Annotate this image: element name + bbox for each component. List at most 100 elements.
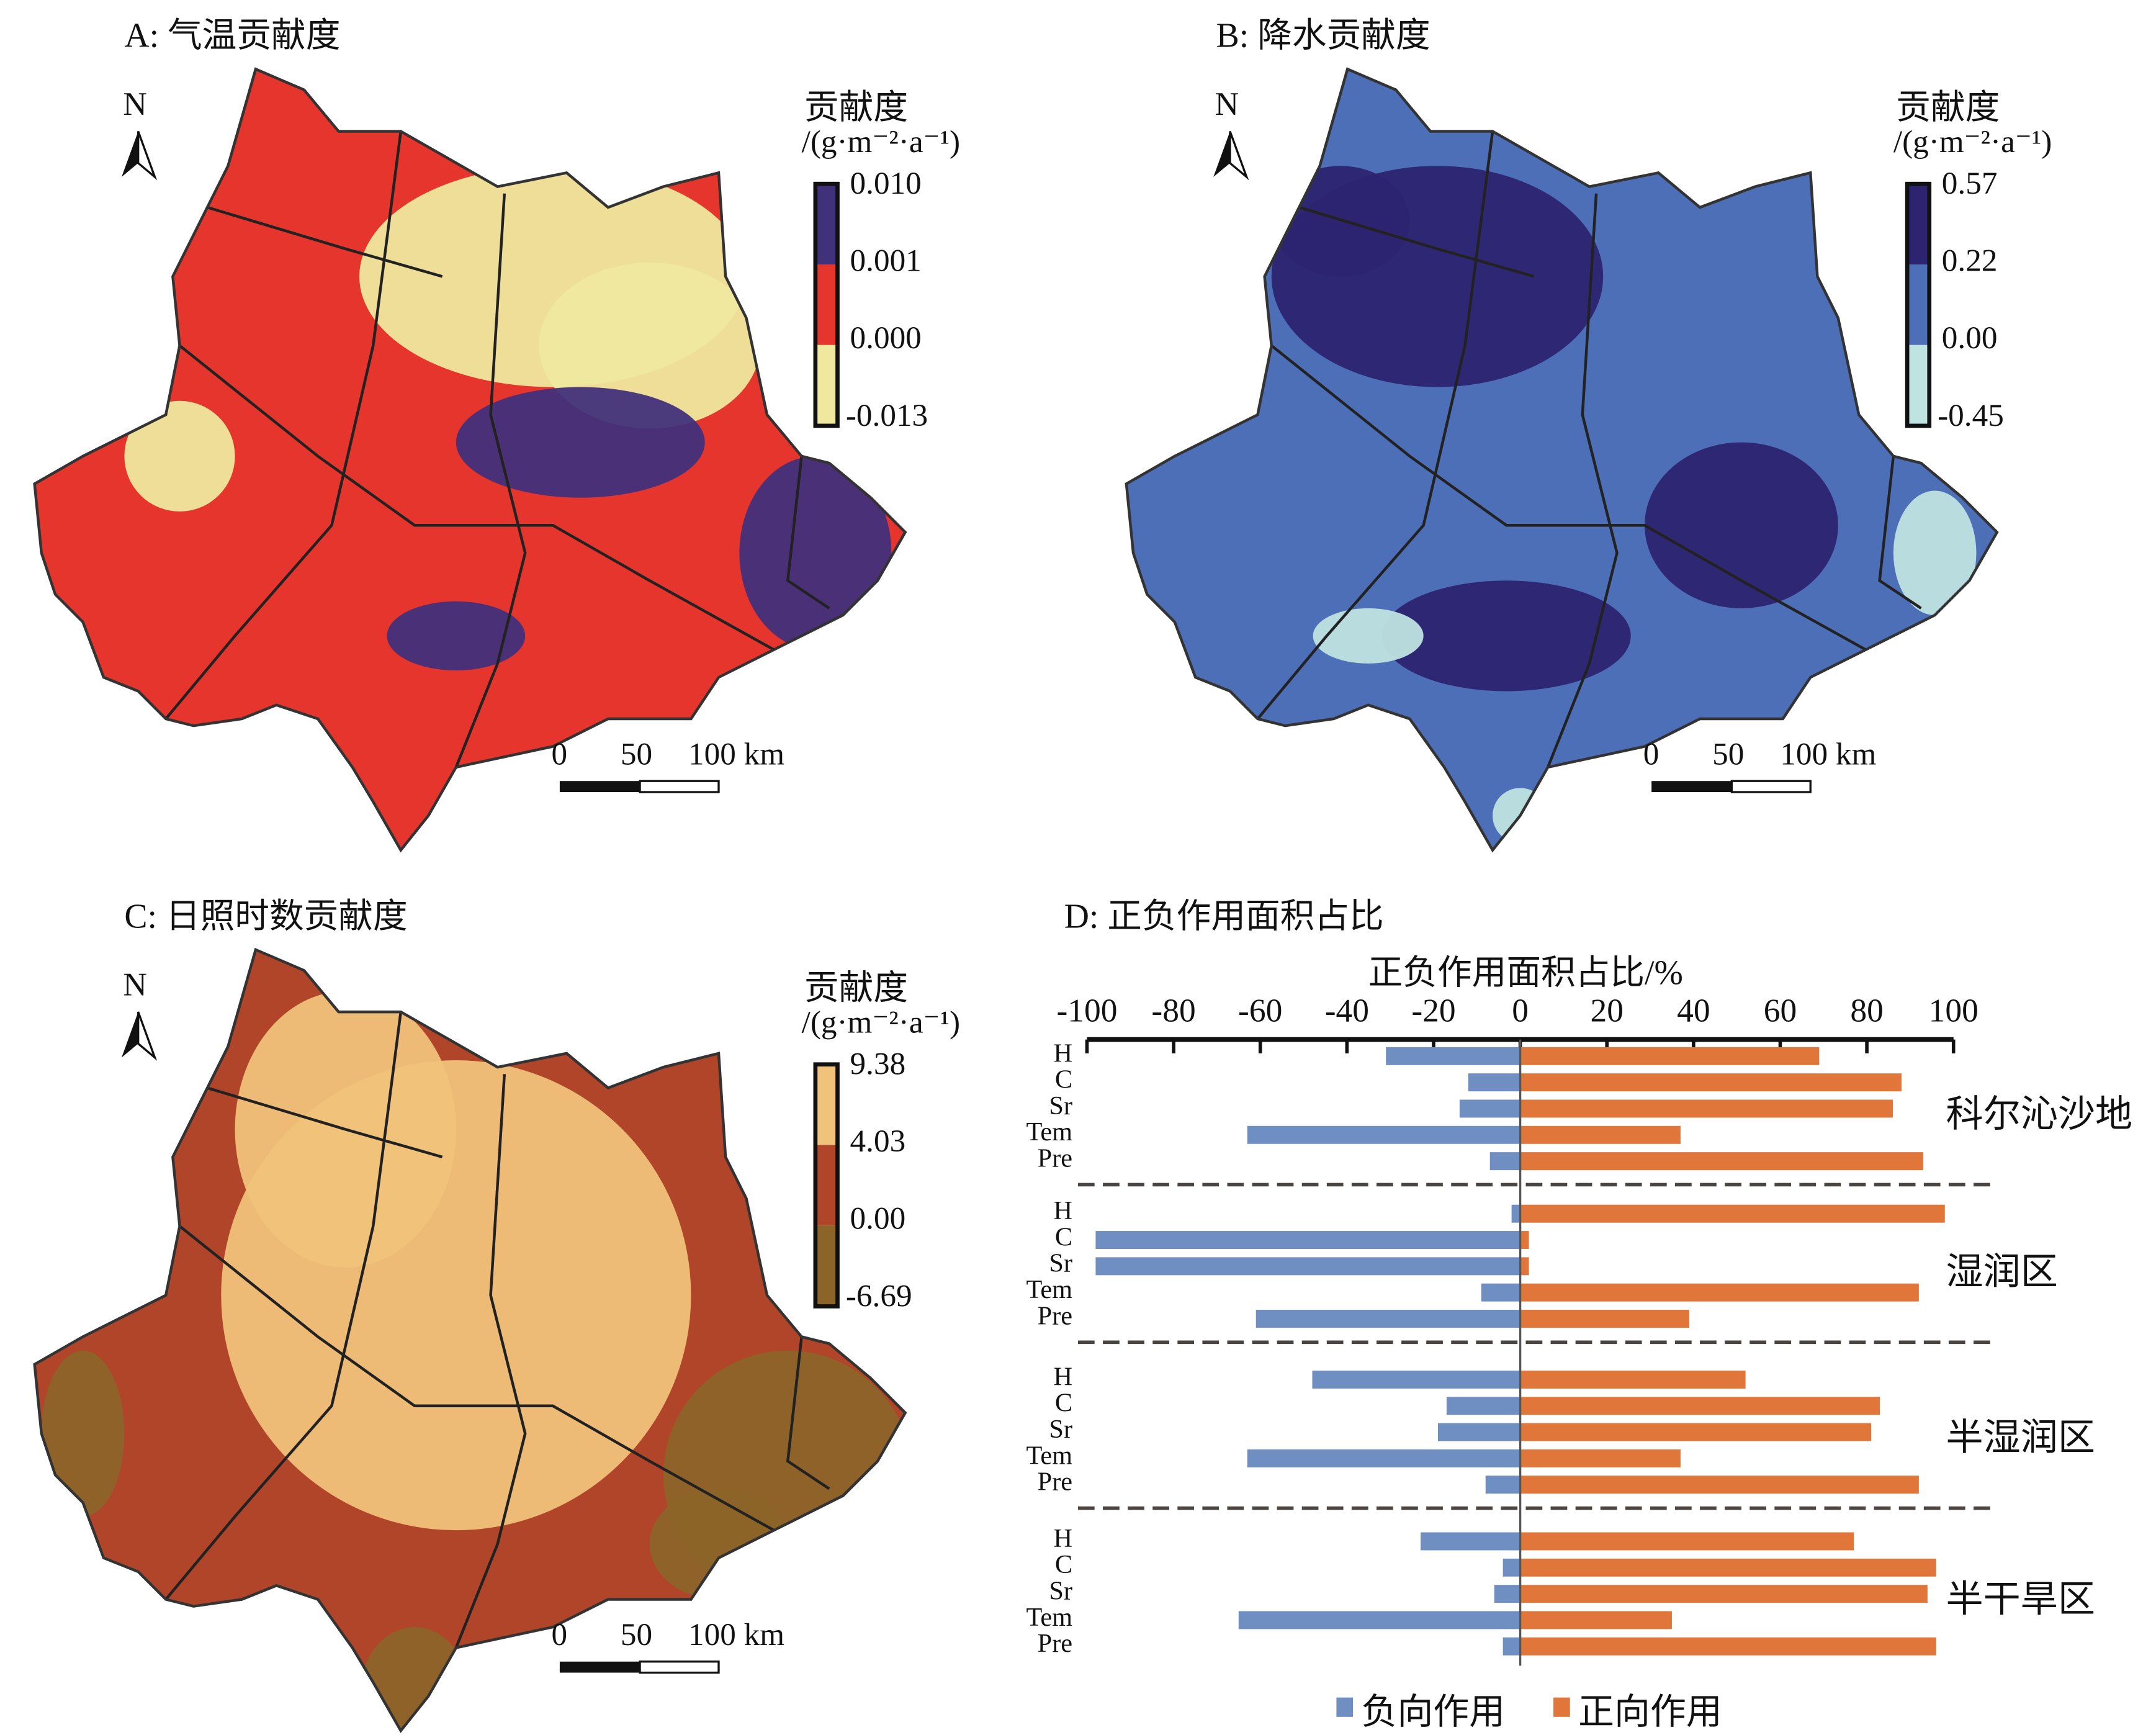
north-arrow-icon	[1213, 131, 1230, 178]
scale-bar	[559, 1661, 640, 1673]
bar-negative	[1247, 1125, 1520, 1144]
scale-label: 50	[620, 1617, 653, 1652]
legend-negative: 负向作用	[1361, 1692, 1506, 1733]
bar-positive	[1520, 1073, 1902, 1092]
region-label: 半干旱区	[1946, 1579, 2095, 1620]
scale-bar	[1651, 781, 1732, 793]
legend-title: 贡献度	[804, 970, 909, 1008]
category-label: Pre	[1037, 1467, 1073, 1497]
legend-title: 贡献度	[1896, 89, 2000, 127]
bar-positive	[1520, 1152, 1923, 1171]
bar-negative	[1502, 1558, 1520, 1577]
bar-negative	[1485, 1476, 1520, 1494]
category-label: H	[1053, 1525, 1073, 1554]
legend-swatch	[815, 345, 838, 426]
bar-negative	[1386, 1047, 1520, 1065]
legend-swatch	[815, 1064, 838, 1145]
north-arrow-icon	[121, 1012, 138, 1058]
bar-negative	[1468, 1073, 1520, 1092]
category-label: Sr	[1049, 1577, 1073, 1607]
category-label: Sr	[1049, 1415, 1073, 1445]
bar-positive	[1520, 1611, 1672, 1629]
panel-a-title: A: 气温贡献度	[124, 17, 341, 56]
legend-unit: /(g·m⁻²·a⁻¹)	[801, 1004, 961, 1040]
legend-value: 9.38	[850, 1046, 906, 1081]
category-label: H	[1053, 1197, 1073, 1227]
legend-title: 贡献度	[804, 89, 909, 127]
legend-value: -0.013	[845, 398, 928, 433]
x-tick-label: -20	[1411, 994, 1456, 1030]
region-label: 半湿润区	[1946, 1417, 2095, 1459]
bar-negative	[1446, 1397, 1520, 1415]
legend-value: -0.45	[1938, 398, 2004, 433]
north-label: N	[123, 967, 147, 1004]
bar-negative	[1255, 1309, 1520, 1328]
category-label: Tem	[1026, 1441, 1073, 1471]
category-label: Tem	[1026, 1118, 1073, 1148]
bar-positive	[1520, 1532, 1854, 1551]
bar-negative	[1494, 1585, 1520, 1603]
scale-bar	[559, 781, 640, 793]
x-tick-label: -100	[1056, 994, 1118, 1030]
bar-positive	[1520, 1231, 1529, 1250]
legend-swatch	[815, 184, 838, 265]
bar-negative	[1437, 1423, 1520, 1441]
x-tick-label: 20	[1590, 994, 1624, 1030]
x-tick-label: -40	[1324, 994, 1369, 1030]
category-label: C	[1054, 1389, 1073, 1418]
scale-label: 100 km	[1780, 736, 1877, 772]
legend-value: 0.010	[850, 166, 922, 201]
legend-unit: /(g·m⁻²·a⁻¹)	[1893, 124, 2052, 160]
bar-positive	[1520, 1585, 1928, 1603]
bar-positive	[1520, 1449, 1681, 1467]
legend-swatch	[815, 1225, 838, 1307]
x-tick-label: -60	[1238, 994, 1283, 1030]
bar-positive	[1520, 1637, 1936, 1656]
north-arrow-icon	[121, 131, 138, 178]
legend-swatch	[1907, 264, 1929, 345]
x-tick-label: 0	[1512, 994, 1529, 1030]
legend-swatch	[1907, 184, 1929, 265]
x-tick-label: 40	[1677, 994, 1710, 1030]
x-tick-label: 80	[1850, 994, 1884, 1030]
x-axis-label: 正负作用面积占比/%	[1368, 955, 1683, 993]
category-label: C	[1054, 1223, 1073, 1253]
bar-positive	[1520, 1099, 1893, 1118]
legend-value: 0.22	[1941, 243, 1998, 278]
bar-negative	[1095, 1231, 1520, 1250]
region-label: 湿润区	[1946, 1251, 2058, 1293]
north-label: N	[123, 87, 147, 124]
legend-unit: /(g·m⁻²·a⁻¹)	[801, 124, 961, 160]
category-label: Sr	[1049, 1250, 1073, 1279]
bar-negative	[1247, 1449, 1520, 1467]
bar-negative	[1502, 1637, 1520, 1656]
legend-value: 0.001	[850, 243, 922, 278]
panel-c-title: C: 日照时数贡献度	[124, 898, 408, 936]
category-label: Tem	[1026, 1276, 1073, 1305]
region-label: 科尔沁沙地	[1946, 1093, 2133, 1135]
scale-label: 0	[1643, 736, 1660, 772]
panel-b-title: B: 降水贡献度	[1216, 17, 1431, 56]
category-label: Pre	[1037, 1302, 1073, 1332]
legend-value: 0.57	[1941, 166, 1998, 201]
x-tick-label: 100	[1928, 994, 1979, 1030]
legend-value: 0.00	[1941, 320, 1998, 356]
scale-label: 100 km	[688, 1617, 785, 1652]
legend-swatch	[815, 1145, 838, 1226]
bar-positive	[1520, 1309, 1689, 1328]
scale-label: 50	[1712, 736, 1745, 772]
bar-positive	[1520, 1558, 1936, 1577]
category-label: H	[1053, 1363, 1073, 1392]
bar-negative	[1481, 1283, 1520, 1302]
category-label: Sr	[1049, 1092, 1073, 1122]
bar-positive	[1520, 1047, 1820, 1065]
category-label: Pre	[1037, 1144, 1073, 1174]
legend-value: -6.69	[845, 1278, 912, 1314]
legend-positive: 正向作用	[1578, 1692, 1722, 1733]
scale-label: 0	[551, 1617, 568, 1652]
category-label: Tem	[1026, 1603, 1073, 1633]
bar-positive	[1520, 1370, 1746, 1389]
bar-negative	[1459, 1099, 1520, 1118]
legend-value: 0.00	[850, 1201, 906, 1236]
bar-positive	[1520, 1283, 1919, 1302]
